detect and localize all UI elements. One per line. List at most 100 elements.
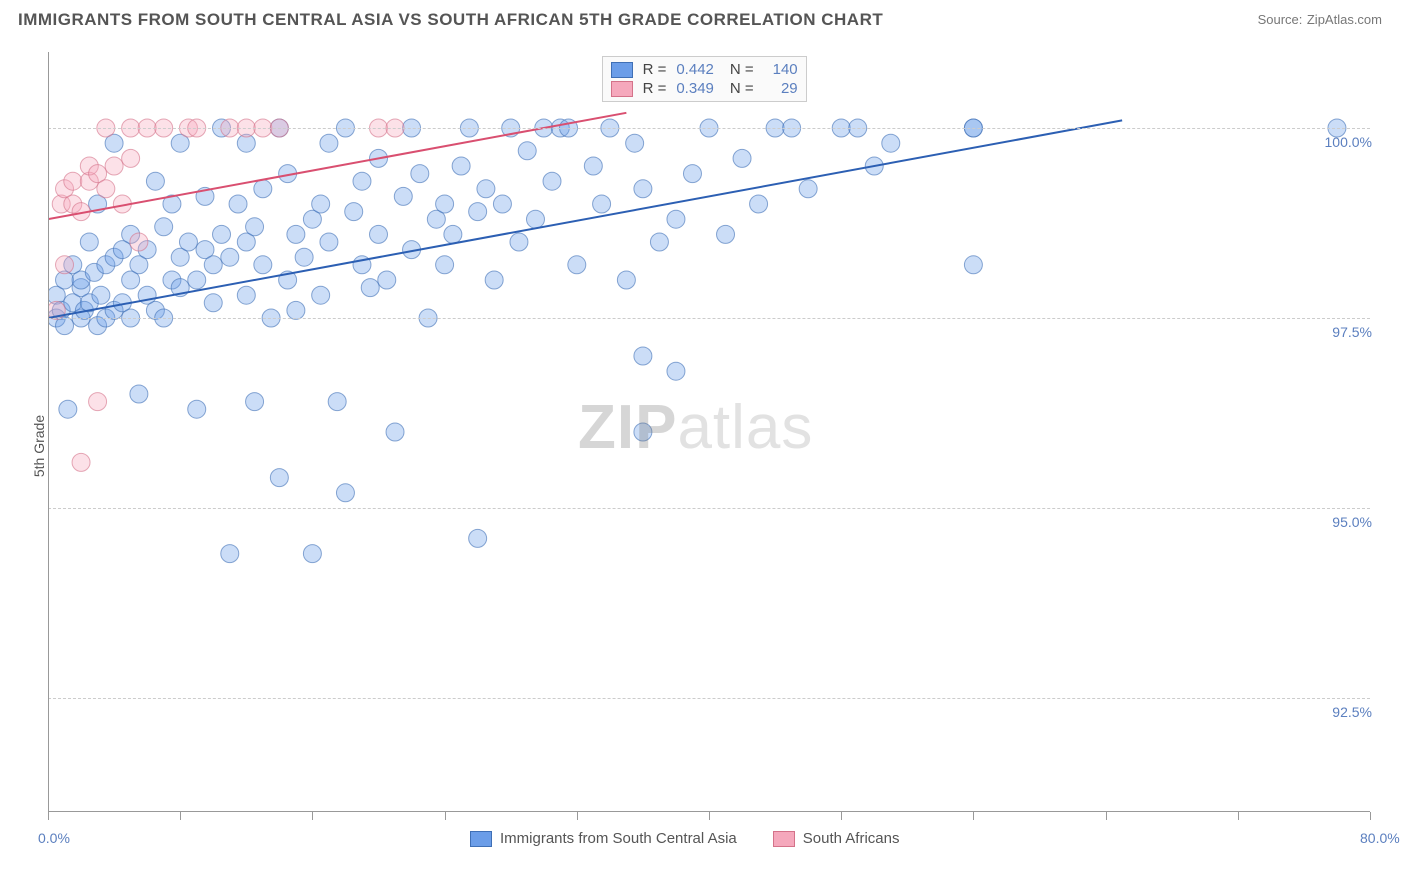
gridline [48,508,1370,509]
legend-n-value: 140 [764,61,798,78]
data-point [361,279,379,297]
legend-r-value: 0.349 [676,80,714,97]
data-point [287,301,305,319]
data-point [593,195,611,213]
data-point [237,286,255,304]
x-axis-line [48,811,1370,812]
source-prefix: Source: [1258,12,1303,27]
data-point [246,393,264,411]
data-point [526,210,544,228]
data-point [336,484,354,502]
data-point [295,248,313,266]
legend-swatch [611,81,633,97]
data-point [518,142,536,160]
y-tick-label: 95.0% [1332,514,1372,530]
data-point [130,385,148,403]
data-point [56,256,74,274]
data-point [493,195,511,213]
data-point [72,453,90,471]
data-point [733,149,751,167]
data-point [59,400,77,418]
data-point [303,545,321,563]
data-point [717,225,735,243]
legend-r-value: 0.442 [676,61,714,78]
x-tick [1370,812,1371,820]
data-point [270,469,288,487]
data-point [452,157,470,175]
data-point [667,362,685,380]
data-point [229,195,247,213]
data-point [799,180,817,198]
data-point [444,225,462,243]
chart-title: IMMIGRANTS FROM SOUTH CENTRAL ASIA VS SO… [18,10,883,30]
data-point [370,225,388,243]
y-axis-label: 5th Grade [31,415,47,477]
gridline [48,318,1370,319]
data-point [617,271,635,289]
legend-r-label: R = [643,80,667,97]
y-axis-line [48,52,49,812]
data-point [188,271,206,289]
data-point [254,256,272,274]
data-point [394,187,412,205]
x-tick [1238,812,1239,820]
data-point [436,256,454,274]
legend-n-value: 29 [764,80,798,97]
legend-item: South Africans [773,830,900,847]
data-point [122,149,140,167]
x-tick [312,812,313,820]
data-point [204,294,222,312]
x-tick [973,812,974,820]
legend-n-label: N = [730,61,754,78]
data-point [882,134,900,152]
data-point [543,172,561,190]
data-point [146,172,164,190]
data-point [964,256,982,274]
data-point [320,233,338,251]
legend-n-label: N = [730,80,754,97]
x-tick [445,812,446,820]
data-point [287,225,305,243]
data-point [626,134,644,152]
data-point [378,271,396,289]
data-point [750,195,768,213]
series-legend: Immigrants from South Central Asia South… [470,830,900,847]
data-point [650,233,668,251]
data-point [328,393,346,411]
data-point [634,347,652,365]
data-point [130,233,148,251]
legend-swatch [773,831,795,847]
x-tick [577,812,578,820]
data-point [105,157,123,175]
data-point [97,180,115,198]
data-point [221,248,239,266]
legend-row: R = 0.442 N = 140 [611,60,798,79]
x-tick [709,812,710,820]
source-value: ZipAtlas.com [1307,12,1382,27]
data-point [345,203,363,221]
data-point [320,134,338,152]
data-point [469,529,487,547]
data-point [246,218,264,236]
data-point [411,165,429,183]
trend-line [48,120,1122,318]
data-point [155,218,173,236]
legend-row: R = 0.349 N = 29 [611,79,798,98]
data-point [485,271,503,289]
data-point [477,180,495,198]
data-point [204,256,222,274]
legend-item: Immigrants from South Central Asia [470,830,737,847]
data-point [584,157,602,175]
data-point [634,180,652,198]
data-point [568,256,586,274]
y-tick-label: 92.5% [1332,704,1372,720]
data-point [667,210,685,228]
correlation-legend: R = 0.442 N = 140 R = 0.349 N = 29 [602,56,807,102]
gridline [48,128,1370,129]
chart-area: 92.5%95.0%97.5%100.0% 0.0%80.0% ZIPatlas… [48,52,1370,812]
data-point [634,423,652,441]
x-tick [48,812,49,820]
x-tick [1106,812,1107,820]
legend-series-name: Immigrants from South Central Asia [500,830,737,847]
data-point [80,233,98,251]
